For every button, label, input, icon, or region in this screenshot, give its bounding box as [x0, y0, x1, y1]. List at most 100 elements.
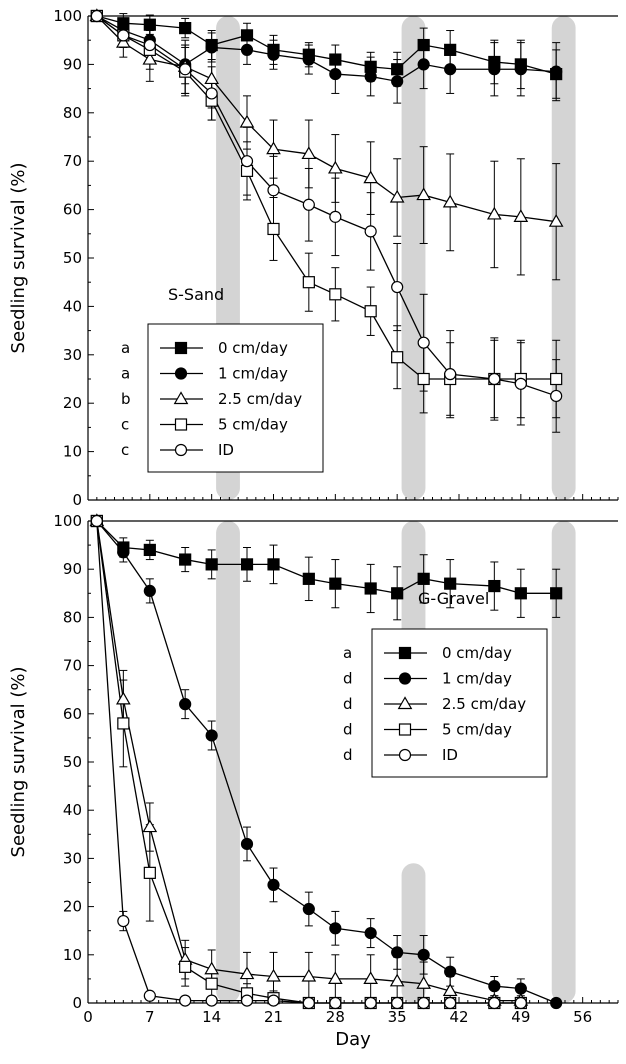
- data-point: [205, 41, 218, 54]
- legend-marker: [398, 672, 412, 685]
- data-point: [391, 587, 404, 600]
- x-tick-label: 56: [573, 1008, 592, 1026]
- data-point: [117, 717, 130, 730]
- data-point: [416, 187, 432, 201]
- data-point: [267, 184, 280, 197]
- significance-letter: d: [343, 670, 353, 688]
- data-point: [329, 53, 342, 66]
- data-point: [550, 996, 563, 1010]
- data-point: [115, 34, 131, 48]
- legend-marker: [398, 748, 412, 762]
- series-line: [96, 15, 557, 397]
- legend-marker: [173, 391, 189, 405]
- significance-letter: d: [343, 721, 353, 739]
- data-point: [364, 582, 377, 595]
- x-tick-label: 49: [511, 1008, 530, 1026]
- data-point: [488, 372, 501, 386]
- data-point: [143, 38, 156, 52]
- legend-marker: [397, 696, 413, 710]
- data-point: [391, 946, 404, 959]
- data-point: [143, 584, 156, 597]
- y-tick-label: 90: [63, 560, 82, 578]
- data-point: [514, 982, 527, 995]
- data-point: [514, 996, 527, 1010]
- data-point: [417, 996, 430, 1010]
- y-tick-label: 100: [53, 512, 82, 530]
- significance-letter: d: [343, 746, 353, 764]
- legend-label: 0 cm/day: [442, 644, 512, 662]
- data-point: [444, 43, 457, 56]
- data-point: [302, 53, 315, 66]
- legend-marker: [174, 341, 188, 355]
- y-tick-label: 10: [63, 946, 82, 964]
- shaded-period: [216, 521, 240, 1003]
- data-point: [364, 70, 377, 83]
- data-point: [142, 819, 158, 833]
- series-markers: [90, 514, 527, 1010]
- series-line: [96, 520, 557, 1004]
- shaded-period: [401, 863, 426, 1003]
- data-point: [179, 960, 192, 973]
- data-point: [488, 579, 501, 593]
- data-point: [364, 927, 377, 940]
- data-point: [391, 351, 404, 364]
- data-point: [302, 996, 315, 1010]
- data-point: [179, 22, 192, 35]
- series-square-000000: [92, 518, 561, 621]
- series-markers: [90, 514, 563, 600]
- y-tick-label: 70: [63, 152, 82, 170]
- data-point: [240, 837, 254, 851]
- data-point: [239, 114, 255, 128]
- data-point: [240, 155, 254, 168]
- legend-label: 2.5 cm/day: [442, 695, 526, 713]
- y-tick-label: 100: [53, 7, 82, 25]
- data-point: [488, 63, 501, 76]
- data-point: [205, 558, 218, 571]
- data-point: [514, 377, 527, 390]
- data-point: [442, 194, 458, 208]
- x-tick-label: 14: [202, 1008, 221, 1026]
- y-tick-label: 0: [72, 994, 82, 1012]
- legend-label: ID: [442, 746, 458, 764]
- y-tick-label: 60: [63, 705, 82, 723]
- x-tick-label: 42: [449, 1008, 468, 1026]
- data-point: [267, 994, 280, 1007]
- data-point: [391, 996, 404, 1010]
- significance-letter: c: [121, 441, 129, 459]
- data-point: [329, 288, 342, 301]
- series-line: [96, 15, 557, 75]
- data-point: [486, 206, 502, 220]
- data-point: [417, 372, 430, 386]
- data-point: [205, 977, 218, 990]
- significance-letter: a: [343, 644, 352, 662]
- legend-label: 5 cm/day: [442, 721, 512, 739]
- data-point: [267, 558, 280, 571]
- y-axis-title: Seedling survival (%): [8, 667, 29, 858]
- significance-letter: a: [121, 339, 130, 357]
- data-point: [179, 698, 192, 711]
- y-tick-label: 50: [63, 249, 82, 267]
- series-line: [96, 15, 557, 380]
- data-point: [90, 9, 103, 23]
- data-point: [240, 29, 254, 42]
- data-point: [363, 971, 379, 985]
- legend-marker: [174, 367, 188, 380]
- legend-marker: [174, 418, 188, 431]
- data-point: [301, 146, 317, 160]
- data-point: [142, 51, 158, 65]
- data-point: [417, 336, 430, 349]
- shaded-period: [551, 521, 576, 1003]
- y-tick-label: 10: [63, 443, 82, 461]
- legend-marker: [398, 646, 412, 660]
- significance-letter: a: [121, 365, 130, 383]
- series-markers: [89, 8, 564, 227]
- data-point: [117, 914, 130, 928]
- data-point: [391, 280, 404, 294]
- data-point: [364, 996, 377, 1010]
- data-point: [302, 276, 315, 289]
- y-tick-label: 80: [63, 104, 82, 122]
- data-point: [143, 866, 156, 879]
- data-point: [417, 572, 430, 585]
- data-point: [205, 994, 218, 1007]
